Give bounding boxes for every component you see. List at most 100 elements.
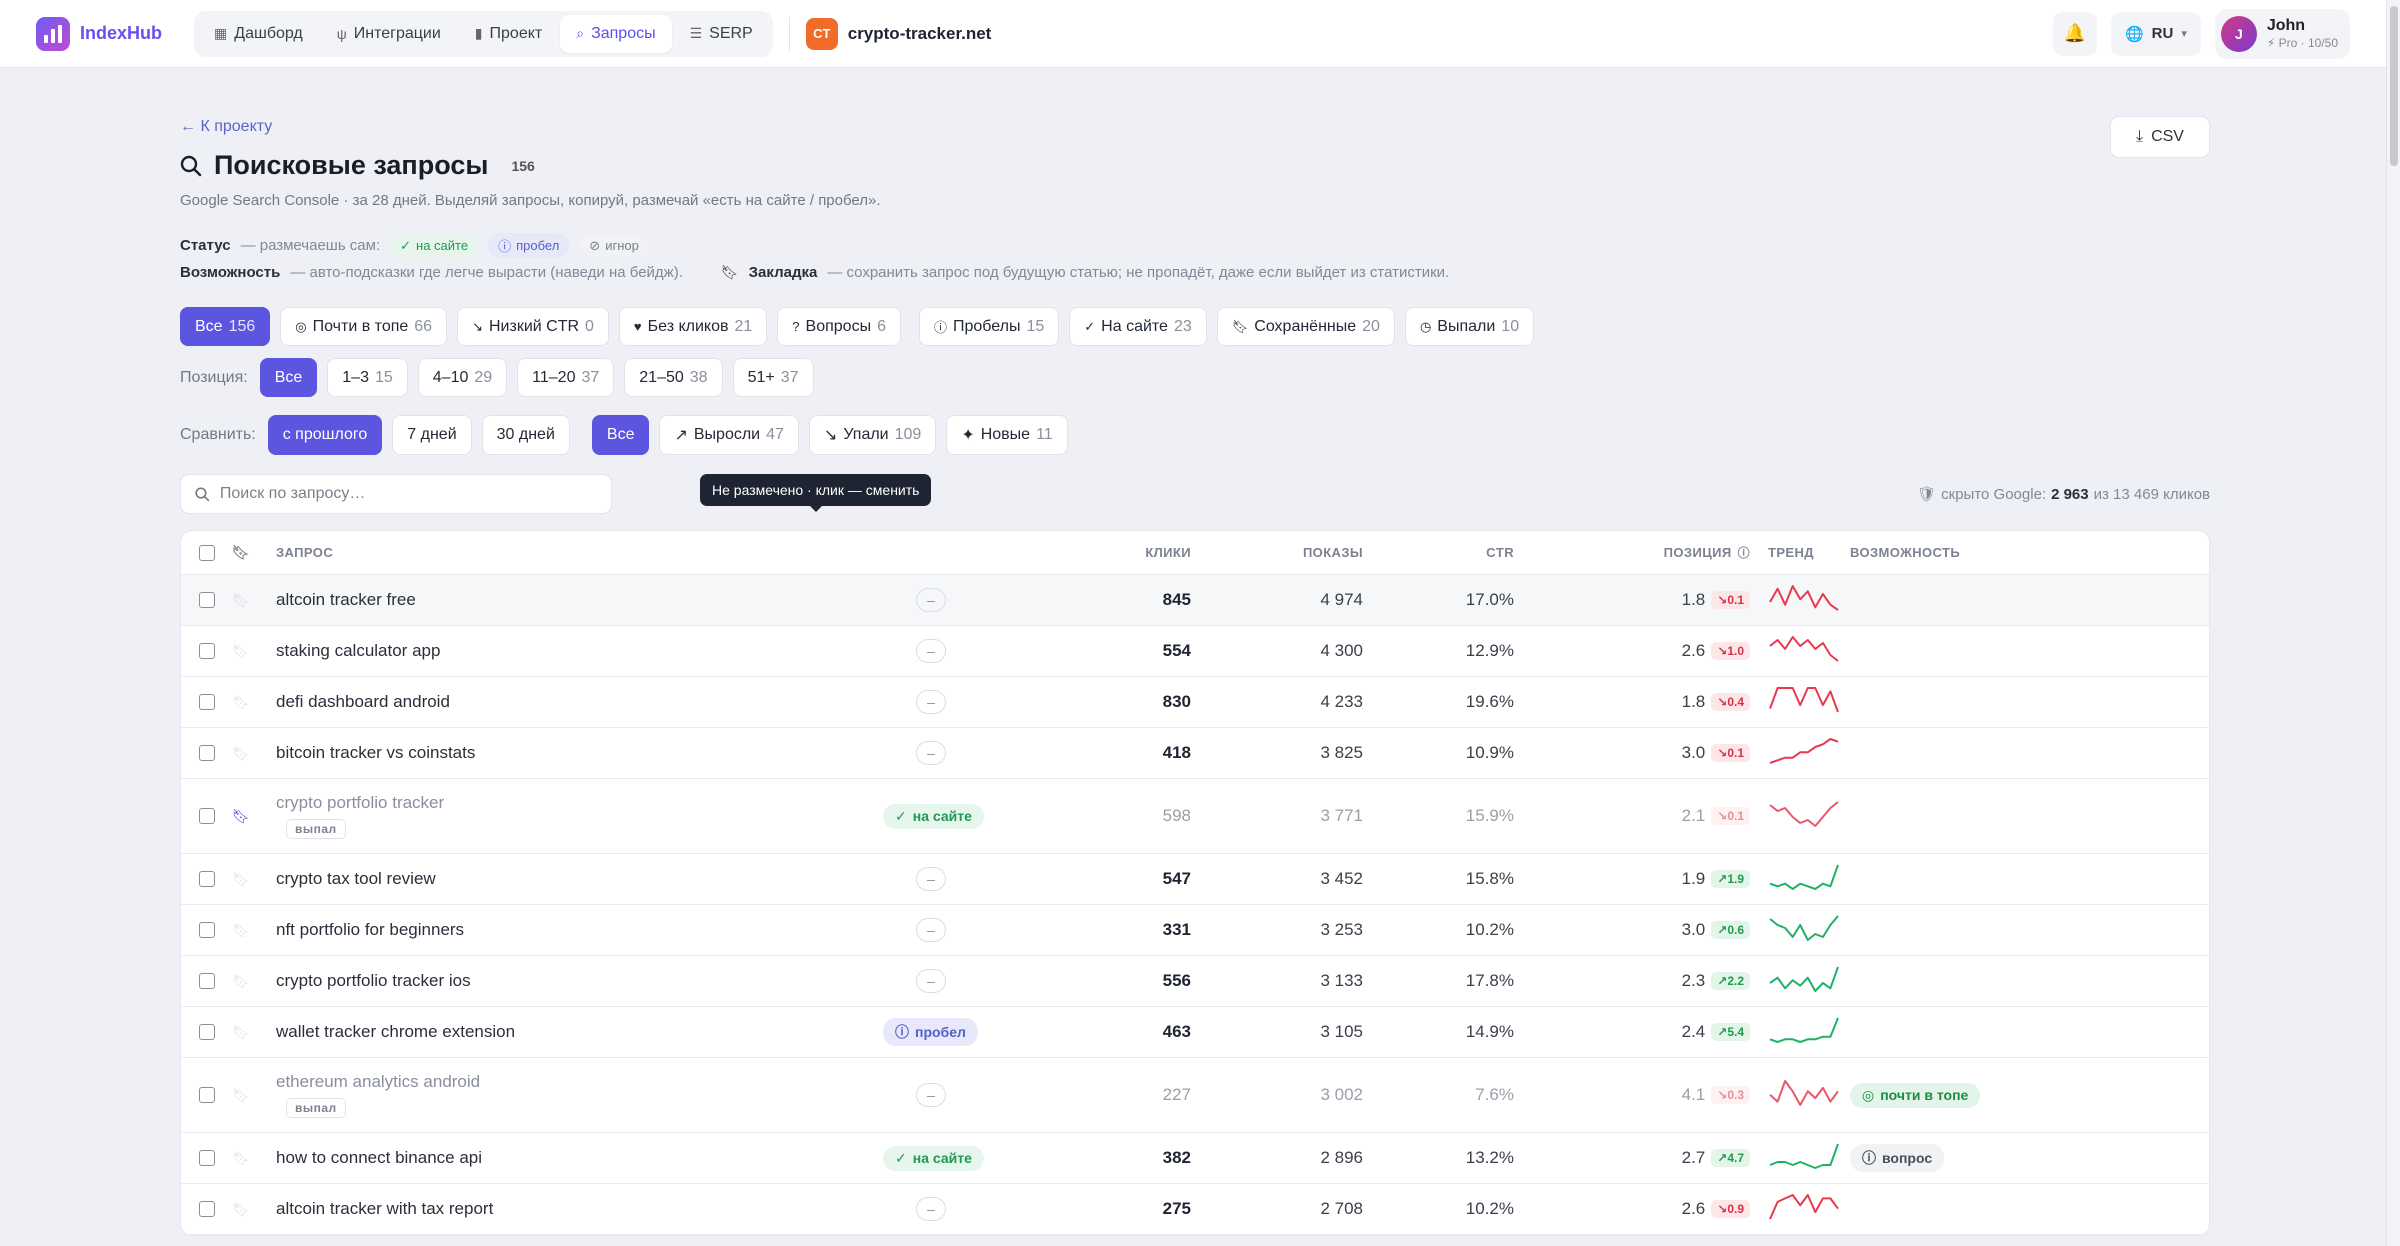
position-option-5[interactable]: 51+ 37 bbox=[732, 358, 814, 397]
app-logo[interactable]: IndexHub bbox=[36, 16, 162, 51]
scrollbar-thumb[interactable] bbox=[2390, 6, 2398, 166]
table-row[interactable]: 🔖︎ crypto portfolio tracker ios – 556 3 133 1… bbox=[181, 956, 2209, 1007]
compare-change-2[interactable]: ↘ Упали 109 bbox=[808, 415, 937, 455]
row-checkbox[interactable] bbox=[199, 973, 215, 989]
bookmark-icon[interactable]: 🔖︎ bbox=[232, 921, 250, 938]
row-checkbox[interactable] bbox=[199, 745, 215, 761]
row-checkbox[interactable] bbox=[199, 592, 215, 608]
col-ctr[interactable]: CTR bbox=[1486, 545, 1514, 560]
status-onsite-badge[interactable]: ✓ на сайте bbox=[883, 803, 984, 829]
bookmark-icon[interactable]: 🔖︎ bbox=[232, 1149, 250, 1166]
nav-item-1[interactable]: ψ Интеграции bbox=[321, 15, 457, 53]
table-row[interactable]: 🔖︎ nft portfolio for beginners – 331 3 253 10… bbox=[181, 905, 2209, 956]
table-row[interactable]: 🔖︎ bitcoin tracker vs coinstats – 418 3 825 1… bbox=[181, 728, 2209, 779]
filter-tab-6[interactable]: ✓ На сайте 23 bbox=[1069, 307, 1207, 346]
nav-item-4[interactable]: ☰ SERP bbox=[674, 15, 769, 53]
compare-period-0[interactable]: с прошлого bbox=[267, 415, 383, 455]
query-text[interactable]: nft portfolio for beginners bbox=[276, 920, 465, 939]
compare-change-0[interactable]: Все bbox=[591, 415, 650, 455]
query-text[interactable]: wallet tracker chrome extension bbox=[276, 1022, 516, 1041]
filter-tab-4[interactable]: ? Вопросы 6 bbox=[777, 307, 901, 346]
filter-tab-5[interactable]: ⓘ Пробелы 15 bbox=[918, 307, 1060, 346]
table-row[interactable]: 🔖︎ wallet tracker chrome extension ⓘ пробел… bbox=[181, 1007, 2209, 1058]
nav-item-0[interactable]: ▦ Дашборд bbox=[198, 15, 319, 53]
status-unmarked-button[interactable]: – bbox=[916, 741, 946, 765]
site-selector[interactable]: CT crypto-tracker.net bbox=[805, 17, 991, 50]
query-text[interactable]: altcoin tracker with tax report bbox=[276, 1199, 494, 1218]
col-clicks[interactable]: КЛИКИ bbox=[1145, 545, 1191, 560]
language-selector[interactable]: 🌐 RU ▾ bbox=[2110, 11, 2201, 56]
bookmark-icon[interactable]: 🔖︎ bbox=[232, 807, 250, 824]
user-menu[interactable]: J John ⚡ Pro · 10/50 bbox=[2214, 8, 2350, 59]
table-row[interactable]: 🔖︎ staking calculator app – 554 4 300 12.9% 2.… bbox=[181, 626, 2209, 677]
table-row[interactable]: 🔖︎ crypto portfolio tracker выпал ✓ на сайте… bbox=[181, 779, 2209, 854]
bookmark-icon[interactable]: 🔖︎ bbox=[232, 972, 250, 989]
filter-tab-1[interactable]: ◎ Почти в топе 66 bbox=[280, 307, 448, 346]
col-impressions[interactable]: ПОКАЗЫ bbox=[1302, 545, 1363, 560]
row-checkbox[interactable] bbox=[199, 694, 215, 710]
col-query[interactable]: ЗАПРОС bbox=[276, 545, 334, 560]
table-row[interactable]: 🔖︎ ethereum analytics android выпал – 227 3 0… bbox=[181, 1058, 2209, 1133]
query-text[interactable]: defi dashboard android bbox=[276, 692, 450, 711]
compare-period-1[interactable]: 7 дней bbox=[392, 415, 472, 455]
filter-tab-0[interactable]: Все 156 bbox=[180, 307, 271, 346]
filter-tab-2[interactable]: ↘ Низкий CTR 0 bbox=[457, 307, 609, 346]
query-text[interactable]: bitcoin tracker vs coinstats bbox=[276, 743, 476, 762]
status-unmarked-button[interactable]: – bbox=[916, 690, 946, 714]
table-row[interactable]: 🔖︎ altcoin tracker free – 845 4 974 17.0% 1.8 ↘… bbox=[181, 575, 2209, 626]
help-icon[interactable]: ⓘ bbox=[1737, 546, 1750, 560]
position-option-0[interactable]: Все bbox=[259, 358, 318, 397]
query-text[interactable]: how to connect binance api bbox=[276, 1148, 483, 1167]
back-to-project-link[interactable]: ← К проекту bbox=[180, 118, 273, 135]
position-option-4[interactable]: 21–50 38 bbox=[624, 358, 723, 397]
row-checkbox[interactable] bbox=[199, 643, 215, 659]
status-unmarked-button[interactable]: – bbox=[916, 969, 946, 993]
table-row[interactable]: 🔖︎ altcoin tracker with tax report – 275 2 7… bbox=[181, 1184, 2209, 1235]
query-text[interactable]: staking calculator app bbox=[276, 641, 441, 660]
compare-change-1[interactable]: ↗ Выросли 47 bbox=[659, 415, 799, 455]
status-unmarked-button[interactable]: – bbox=[916, 918, 946, 942]
page-scrollbar[interactable] bbox=[2386, 0, 2400, 1246]
select-all-checkbox[interactable] bbox=[199, 544, 215, 561]
row-checkbox[interactable] bbox=[199, 1201, 215, 1217]
position-option-2[interactable]: 4–10 29 bbox=[417, 358, 508, 397]
bookmark-icon[interactable]: 🔖︎ bbox=[232, 744, 250, 761]
query-text[interactable]: ethereum analytics android bbox=[276, 1072, 481, 1091]
query-text[interactable]: crypto portfolio tracker ios bbox=[276, 971, 471, 990]
notifications-button[interactable]: 🔔 bbox=[2052, 11, 2097, 56]
query-text[interactable]: crypto portfolio tracker bbox=[276, 793, 445, 812]
query-text[interactable]: altcoin tracker free bbox=[276, 590, 416, 609]
bookmark-icon[interactable]: 🔖︎ bbox=[232, 693, 250, 710]
position-option-1[interactable]: 1–3 15 bbox=[327, 358, 408, 397]
position-option-3[interactable]: 11–20 37 bbox=[517, 358, 615, 397]
export-csv-button[interactable]: ⤓ CSV bbox=[2110, 116, 2210, 158]
status-onsite-badge[interactable]: ✓ на сайте bbox=[883, 1145, 984, 1171]
row-checkbox[interactable] bbox=[199, 808, 215, 824]
bookmark-icon[interactable]: 🔖︎ bbox=[232, 1200, 250, 1217]
nav-item-2[interactable]: ▮ Проект bbox=[459, 15, 558, 53]
table-row[interactable]: 🔖︎ how to connect binance api ✓ на сайте 382… bbox=[181, 1133, 2209, 1184]
compare-change-3[interactable]: ✦ Новые 11 bbox=[946, 415, 1068, 455]
row-checkbox[interactable] bbox=[199, 922, 215, 938]
bookmark-icon[interactable]: 🔖︎ bbox=[232, 642, 250, 659]
status-unmarked-button[interactable]: – bbox=[916, 1083, 946, 1107]
row-checkbox[interactable] bbox=[199, 1087, 215, 1103]
col-position[interactable]: ПОЗИЦИЯ ⓘ bbox=[1663, 545, 1750, 560]
status-unmarked-button[interactable]: – bbox=[916, 1197, 946, 1221]
row-checkbox[interactable] bbox=[199, 871, 215, 887]
nav-item-3[interactable]: ⌕ Запросы bbox=[560, 14, 672, 53]
bookmark-icon[interactable]: 🔖︎ bbox=[232, 1023, 250, 1040]
row-checkbox[interactable] bbox=[199, 1024, 215, 1040]
table-row[interactable]: 🔖︎ crypto tax tool review – 547 3 452 15.8% 1.… bbox=[181, 854, 2209, 905]
opportunity-badge[interactable]: ◎ почти в топе bbox=[1850, 1082, 1981, 1108]
filter-tab-8[interactable]: ◷ Выпали 10 bbox=[1404, 307, 1535, 346]
status-unmarked-button[interactable]: – bbox=[916, 639, 946, 663]
opportunity-badge[interactable]: ⓘ вопрос bbox=[1850, 1144, 1945, 1172]
search-input[interactable] bbox=[219, 485, 597, 503]
filter-tab-3[interactable]: ♥ Без кликов 21 bbox=[618, 307, 768, 346]
query-text[interactable]: crypto tax tool review bbox=[276, 869, 436, 888]
row-checkbox[interactable] bbox=[199, 1150, 215, 1166]
bookmark-icon[interactable]: 🔖︎ bbox=[232, 870, 250, 887]
status-unmarked-button[interactable]: – bbox=[916, 588, 946, 612]
bookmark-icon[interactable]: 🔖︎ bbox=[232, 1086, 250, 1103]
